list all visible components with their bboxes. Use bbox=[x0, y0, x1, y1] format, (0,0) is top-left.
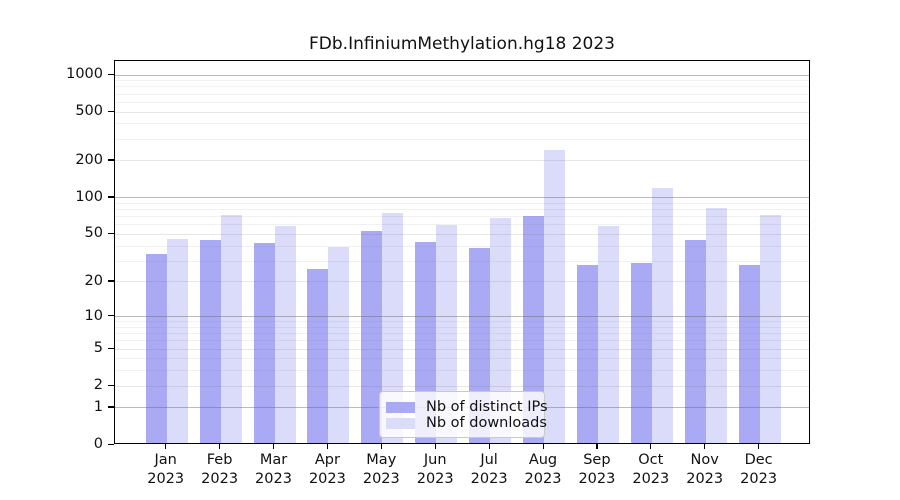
y-tick-mark-500 bbox=[108, 110, 114, 112]
y-tick-mark-100 bbox=[108, 196, 114, 198]
y-tick-mark-20 bbox=[108, 280, 114, 282]
x-tick-label-mar: Mar 2023 bbox=[255, 452, 292, 487]
y-tick-label-1: 1 bbox=[93, 398, 103, 415]
y-tick-label-500: 500 bbox=[75, 103, 103, 120]
x-tick-mark-oct bbox=[650, 444, 652, 449]
y-tick-mark-2 bbox=[108, 384, 114, 386]
plot-area bbox=[114, 60, 810, 444]
bar-nov-downloads bbox=[705, 207, 727, 443]
y-tick-mark-5 bbox=[108, 347, 114, 349]
bar-jan-downloads bbox=[166, 239, 188, 443]
chart-title: FDb.InfiniumMethylation.hg18 2023 bbox=[309, 34, 615, 54]
bar-oct-downloads bbox=[651, 187, 673, 443]
x-tick-mark-jun bbox=[434, 444, 436, 449]
bars-layer bbox=[115, 61, 809, 443]
legend-label-downloads: Nb of downloads bbox=[426, 415, 547, 431]
x-tick-mark-aug bbox=[542, 444, 544, 449]
y-tick-mark-1000 bbox=[108, 73, 114, 75]
y-tick-label-2: 2 bbox=[93, 377, 103, 394]
y-tick-label-100: 100 bbox=[75, 188, 103, 205]
bar-aug-downloads bbox=[544, 150, 565, 443]
x-tick-label-jun: Jun 2023 bbox=[416, 452, 454, 487]
y-tick-mark-0 bbox=[108, 443, 114, 445]
y-tick-mark-10 bbox=[108, 315, 114, 317]
bar-aug-distinct-ips bbox=[523, 216, 544, 443]
bar-mar-downloads bbox=[274, 225, 296, 443]
x-tick-label-dec: Dec 2023 bbox=[740, 452, 778, 487]
y-tick-label-20: 20 bbox=[84, 272, 103, 289]
x-tick-mark-mar bbox=[273, 444, 275, 449]
x-tick-mark-jul bbox=[488, 444, 490, 449]
x-tick-mark-jan bbox=[165, 444, 167, 449]
y-tick-label-200: 200 bbox=[75, 151, 103, 168]
bar-may-downloads bbox=[382, 213, 404, 443]
x-tick-label-may: May 2023 bbox=[362, 452, 400, 487]
x-tick-mark-feb bbox=[219, 444, 221, 449]
y-tick-label-0: 0 bbox=[93, 436, 103, 452]
legend-item-downloads: Nb of downloads bbox=[386, 415, 547, 431]
x-tick-label-nov: Nov 2023 bbox=[686, 452, 724, 487]
bar-jun-downloads bbox=[436, 224, 458, 443]
legend-swatch-distinct-ips bbox=[386, 401, 415, 413]
y-tick-label-5: 5 bbox=[93, 340, 103, 357]
bar-oct-distinct-ips bbox=[630, 262, 652, 443]
bar-nov-distinct-ips bbox=[684, 240, 706, 443]
x-tick-label-jan: Jan 2023 bbox=[147, 452, 185, 487]
x-tick-label-feb: Feb 2023 bbox=[201, 452, 239, 487]
x-tick-mark-may bbox=[380, 444, 382, 449]
x-tick-mark-dec bbox=[758, 444, 760, 449]
x-tick-label-sep: Sep 2023 bbox=[578, 452, 616, 487]
bar-feb-distinct-ips bbox=[199, 240, 221, 443]
bar-jan-distinct-ips bbox=[145, 254, 167, 443]
bar-dec-distinct-ips bbox=[738, 264, 760, 443]
x-tick-mark-sep bbox=[596, 444, 598, 449]
legend-item-distinct-ips: Nb of distinct IPs bbox=[386, 399, 548, 415]
legend: Nb of distinct IPs Nb of downloads bbox=[379, 391, 548, 438]
bar-apr-downloads bbox=[328, 246, 350, 443]
y-tick-label-10: 10 bbox=[84, 307, 103, 324]
bar-may-distinct-ips bbox=[361, 231, 383, 443]
y-tick-label-50: 50 bbox=[84, 225, 103, 242]
legend-swatch-downloads bbox=[386, 417, 415, 429]
bar-mar-distinct-ips bbox=[253, 242, 275, 443]
bar-feb-downloads bbox=[220, 214, 242, 443]
x-tick-label-apr: Apr 2023 bbox=[308, 452, 346, 487]
bar-sep-distinct-ips bbox=[576, 264, 598, 443]
y-tick-label-1000: 1000 bbox=[66, 66, 103, 82]
bar-jul-downloads bbox=[490, 217, 512, 443]
bar-apr-distinct-ips bbox=[307, 268, 329, 443]
x-tick-label-oct: Oct 2023 bbox=[632, 452, 670, 487]
x-tick-label-aug: Aug 2023 bbox=[524, 452, 562, 487]
y-tick-mark-50 bbox=[108, 232, 114, 235]
legend-label-distinct-ips: Nb of distinct IPs bbox=[426, 399, 548, 415]
x-tick-mark-apr bbox=[326, 444, 329, 449]
bar-dec-downloads bbox=[759, 214, 781, 443]
y-tick-mark-1 bbox=[108, 406, 114, 408]
x-tick-mark-nov bbox=[704, 444, 706, 449]
y-tick-mark-200 bbox=[108, 159, 114, 161]
bar-sep-downloads bbox=[597, 225, 619, 443]
x-tick-label-jul: Jul 2023 bbox=[470, 452, 508, 487]
